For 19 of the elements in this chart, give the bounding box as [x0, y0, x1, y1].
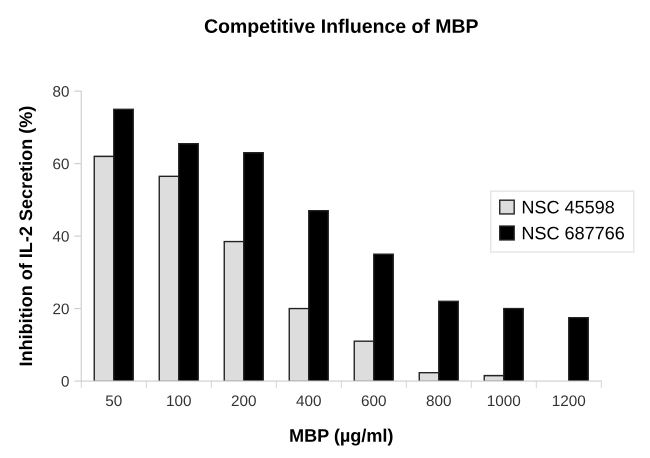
x-axis-title: MBP (µg/ml) [290, 428, 393, 446]
x-tick-label: 50 [106, 395, 122, 406]
legend-label: NSC 45598 [522, 200, 614, 214]
bar [568, 316, 589, 382]
x-tick-label: 400 [296, 395, 321, 406]
chart-title: Competitive Influence of MBP [204, 18, 478, 37]
x-tick-label: 800 [426, 395, 451, 406]
y-tick-label: 80 [53, 86, 69, 97]
x-tick-label: 1200 [552, 395, 586, 406]
legend-label: NSC 687766 [522, 226, 624, 240]
x-tick-label: 600 [362, 395, 386, 406]
y-axis-title: Inhibition of IL-2 Secretion (%) [18, 106, 36, 366]
x-tick-label: 200 [232, 395, 256, 406]
y-tick-label: 20 [53, 303, 69, 314]
y-tick-label: 60 [53, 158, 69, 170]
y-tick-label: 40 [52, 230, 69, 242]
x-tick-label: 100 [167, 395, 191, 406]
y-tick-label: 0 [62, 376, 69, 387]
x-tick-label: 1000 [488, 395, 520, 406]
